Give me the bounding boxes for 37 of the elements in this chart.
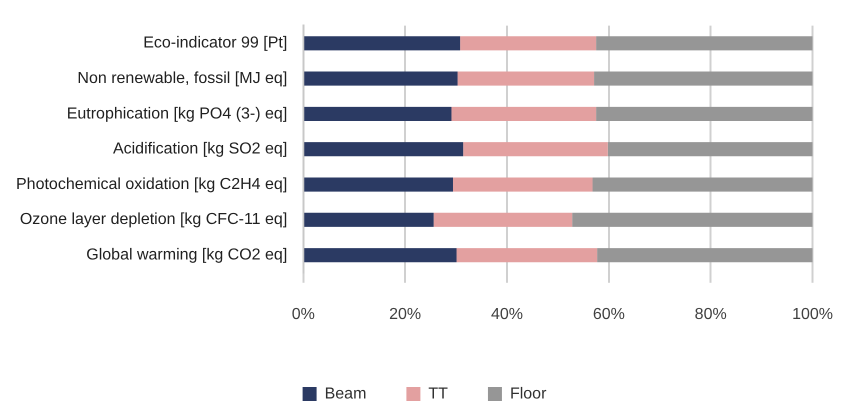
bar bbox=[434, 212, 572, 227]
y-tick-label: Eco-indicator 99 [Pt] bbox=[143, 34, 288, 52]
legend-label: Beam bbox=[324, 385, 366, 402]
y-tick-label: Acidification [kg SO2 eq] bbox=[112, 140, 288, 158]
bar bbox=[456, 248, 598, 262]
legend-label: TT bbox=[428, 385, 448, 402]
legend-label: Floor bbox=[510, 385, 548, 402]
bar bbox=[304, 177, 453, 192]
bar bbox=[597, 248, 813, 262]
bar bbox=[463, 142, 608, 156]
x-tick-label: 60% bbox=[592, 306, 625, 323]
bar bbox=[304, 106, 452, 121]
bar bbox=[460, 36, 596, 50]
y-tick-label: Eutrophication [kg PO4 (3-) eq] bbox=[66, 105, 288, 122]
y-tick-label: Photochemical oxidation [kg C2H4 eq] bbox=[16, 176, 288, 193]
x-tick-label: 100% bbox=[792, 306, 833, 323]
y-tick-label: Non renewable, fossil [MJ eq] bbox=[77, 70, 288, 87]
bar bbox=[304, 72, 458, 86]
bar bbox=[304, 142, 464, 156]
bar bbox=[608, 142, 813, 156]
bar bbox=[304, 36, 460, 50]
bar bbox=[596, 36, 813, 50]
bar bbox=[596, 106, 813, 121]
bar bbox=[451, 106, 596, 121]
x-tick-label: 20% bbox=[389, 306, 422, 323]
bar bbox=[304, 248, 457, 262]
bar bbox=[594, 72, 813, 86]
bar bbox=[452, 177, 593, 192]
bar bbox=[304, 212, 434, 227]
bar bbox=[458, 72, 594, 86]
x-tick-label: 80% bbox=[694, 306, 727, 323]
x-tick-label: 0% bbox=[292, 306, 315, 323]
bar bbox=[592, 177, 813, 192]
y-tick-label: Global warming [kg CO2 eq] bbox=[86, 246, 288, 264]
bar bbox=[572, 212, 813, 227]
x-tick-label: 40% bbox=[490, 306, 523, 323]
y-tick-label: Ozone layer depletion [kg CFC-11 eq] bbox=[20, 211, 288, 228]
